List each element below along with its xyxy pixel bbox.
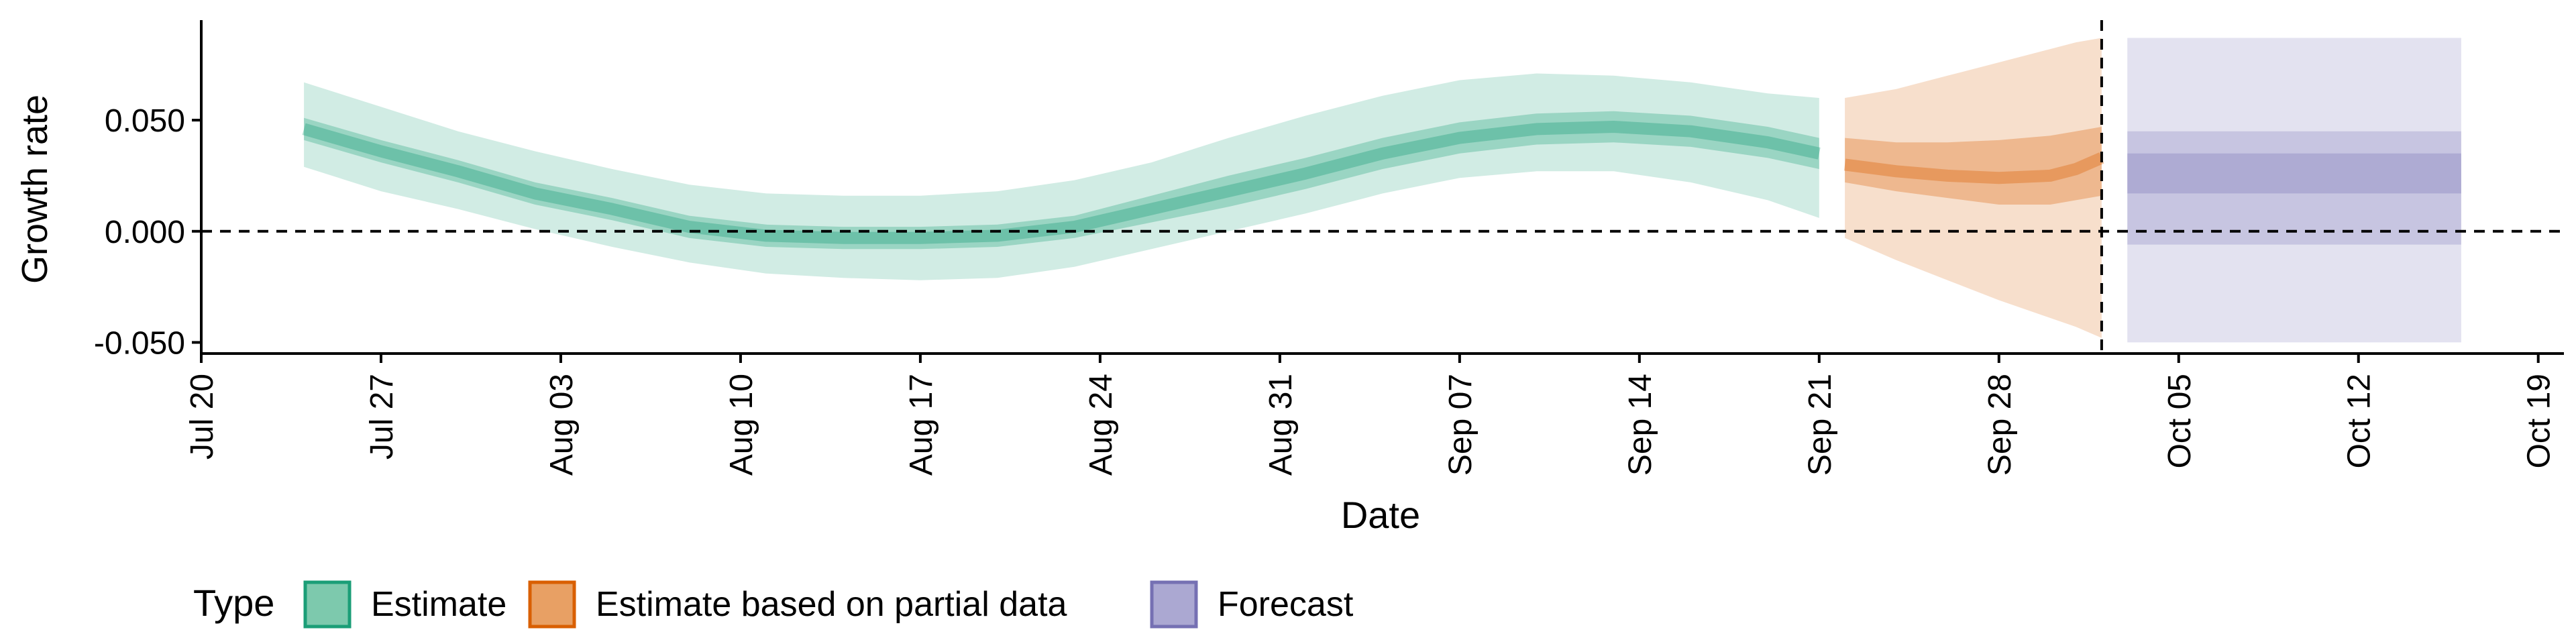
x-axis-title: Date: [1341, 494, 1420, 536]
x-tick-label: Sep 21: [1803, 374, 1838, 476]
x-tick-label: Jul 27: [364, 374, 400, 460]
x-tick-label: Oct 12: [2342, 374, 2377, 468]
x-tick-label: Sep 14: [1623, 374, 1658, 476]
forecast-band-90: [2127, 38, 2461, 343]
legend-label-estimate-based-on-partial-data: Estimate based on partial data: [596, 585, 1067, 624]
estimate-based-on-partial-data-band-50: [1845, 127, 2102, 205]
legend-swatch-forecast: [1150, 580, 1198, 629]
estimate-band-90: [304, 73, 1819, 280]
estimate-based-on-partial-data-band-90: [1845, 38, 2102, 338]
x-tick-label: Aug 17: [904, 374, 939, 476]
legend-swatch-estimate-based-on-partial-data: [528, 580, 576, 629]
y-tick-label: 0.000: [105, 215, 185, 250]
x-tick-label: Oct 19: [2522, 374, 2557, 468]
x-tick-label: Aug 03: [544, 374, 580, 476]
estimate-based-on-partial-data-median-line: [1843, 152, 2104, 184]
estimate-median-line: [302, 121, 1821, 244]
y-tick-label: -0.050: [94, 325, 185, 361]
x-tick-label: Sep 28: [1982, 374, 2018, 476]
legend: Type Estimate Estimate based on partial d…: [193, 580, 1354, 629]
legend-title: Type: [193, 582, 274, 624]
x-tick-label: Aug 31: [1263, 374, 1299, 476]
forecast-band-30: [2127, 153, 2461, 194]
plot-area: [302, 38, 2461, 343]
x-tick-label: Sep 07: [1443, 374, 1479, 476]
legend-swatch-estimate: [303, 580, 352, 629]
y-tick-label: 0.050: [105, 103, 185, 139]
estimate-band-50: [304, 111, 1819, 250]
legend-label-forecast: Forecast: [1218, 585, 1354, 624]
x-tick-label: Oct 05: [2162, 374, 2198, 468]
x-tick-label: Jul 20: [184, 374, 220, 460]
x-tick-label: Aug 24: [1083, 374, 1119, 476]
y-axis-title: Growth rate: [15, 95, 55, 284]
legend-label-estimate: Estimate: [371, 585, 506, 624]
x-tick-label: Aug 10: [724, 374, 759, 476]
forecast-band-60: [2127, 131, 2461, 245]
axes: -0.050 0.000 0.050 Jul 20 Jul 27 Aug 03 Aug 10…: [94, 20, 2564, 476]
